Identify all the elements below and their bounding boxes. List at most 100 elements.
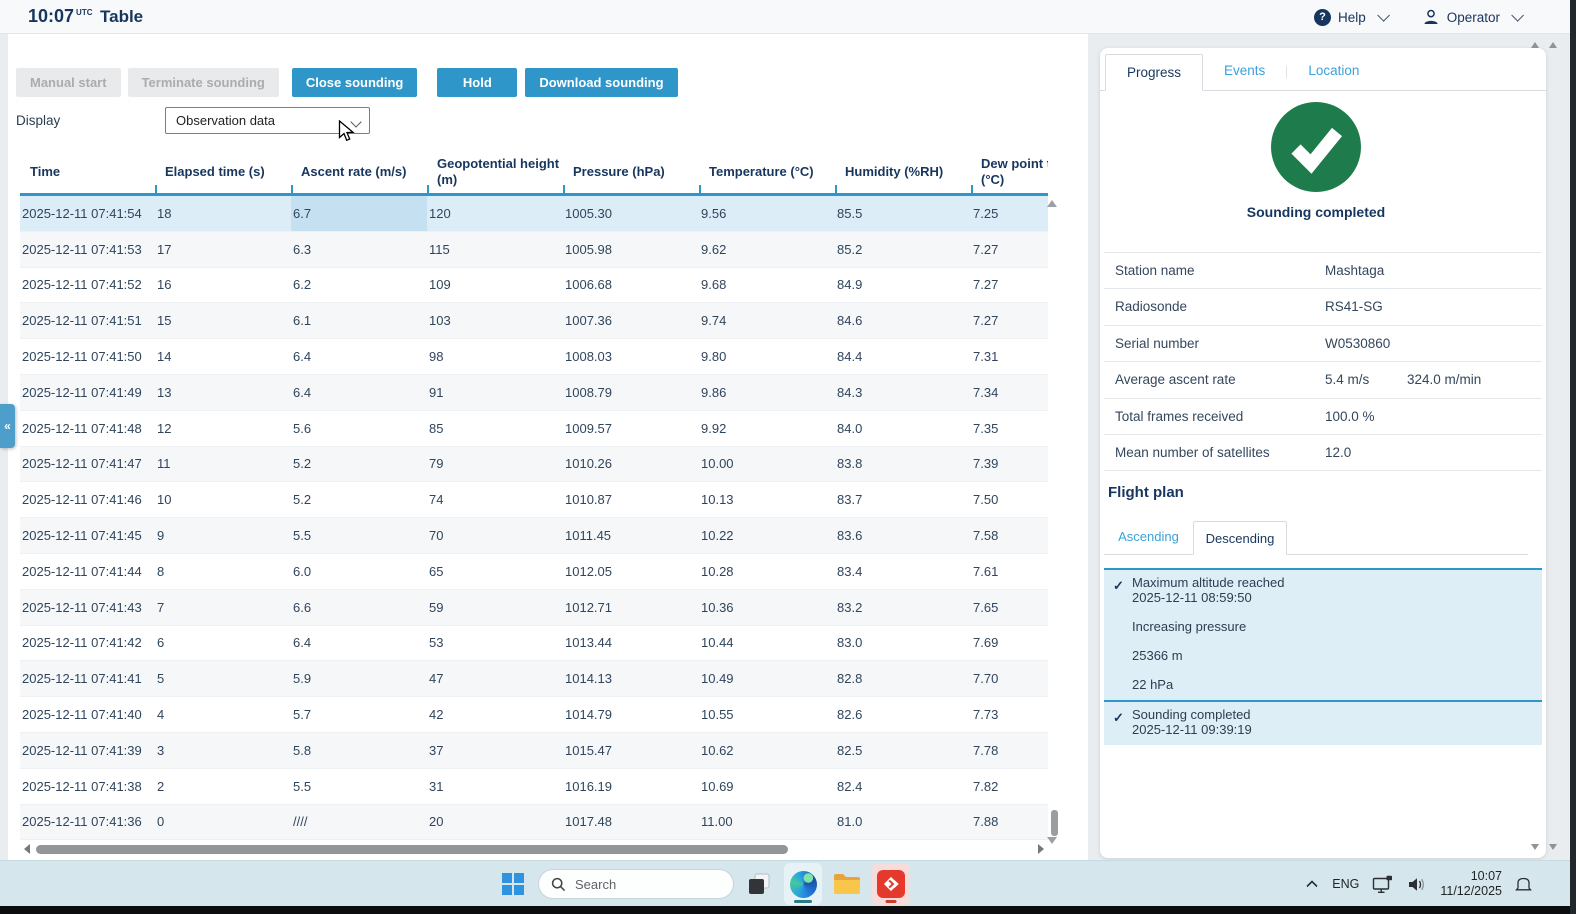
table-cell[interactable]: 10.28 <box>701 563 734 579</box>
table-cell[interactable]: 103 <box>429 313 451 329</box>
table-cell[interactable]: 2025-12-11 07:41:44 <box>22 563 142 579</box>
table-cell[interactable]: 5.2 <box>293 456 312 472</box>
help-menu[interactable]: Help <box>1337 9 1366 25</box>
chevron-down-icon[interactable] <box>1511 8 1524 22</box>
table-row[interactable]: 2025-12-11 07:41:44 8 6.0 65 1012.05 10.28 83.… <box>20 554 1048 590</box>
language-indicator[interactable]: ENG <box>1332 877 1360 891</box>
table-cell[interactable]: 82.4 <box>837 778 863 794</box>
table-cell[interactable]: 16 <box>157 277 172 293</box>
table-cell[interactable]: 83.8 <box>837 456 863 472</box>
table-cell[interactable]: 2025-12-11 07:41:45 <box>22 528 142 544</box>
manual-start-button[interactable]: Manual start <box>16 68 121 97</box>
table-cell[interactable]: 6.7 <box>291 196 427 231</box>
table-cell[interactable]: 6.2 <box>293 277 312 293</box>
table-row[interactable]: 2025-12-11 07:41:51 15 6.1 103 1007.36 9.74 84… <box>20 303 1048 340</box>
table-cell[interactable]: 10.22 <box>701 528 734 544</box>
table-cell[interactable]: 9.56 <box>701 205 727 221</box>
table-cell[interactable]: 7.70 <box>973 671 999 687</box>
table-cell[interactable]: 10.36 <box>701 599 734 615</box>
table-cell[interactable]: 3 <box>157 742 165 758</box>
user-menu[interactable]: Operator <box>1446 9 1500 25</box>
table-cell[interactable]: 14 <box>157 349 172 365</box>
table-cell[interactable]: 6.4 <box>293 349 312 365</box>
table-cell[interactable]: 6.1 <box>293 313 312 329</box>
taskbar-search[interactable]: Search <box>538 869 734 899</box>
table-cell[interactable]: 84.9 <box>837 277 863 293</box>
table-cell[interactable]: 82.6 <box>837 707 863 723</box>
table-cell[interactable]: 1005.98 <box>565 241 612 257</box>
page-scroll-down-arrow[interactable] <box>1549 844 1557 850</box>
table-cell[interactable]: //// <box>293 814 308 830</box>
table-cell[interactable]: 7.69 <box>973 635 999 651</box>
table-cell[interactable]: 4 <box>157 707 165 723</box>
tab-descending[interactable]: Descending <box>1193 521 1287 555</box>
table-cell[interactable]: 1015.47 <box>565 742 612 758</box>
table-cell[interactable]: 5 <box>157 671 165 687</box>
table-cell[interactable]: 2025-12-11 07:41:40 <box>22 707 142 723</box>
table-cell[interactable]: 5.9 <box>293 671 312 687</box>
table-cell[interactable]: 15 <box>157 313 172 329</box>
table-cell[interactable]: 84.4 <box>837 349 863 365</box>
volume-icon[interactable] <box>1407 876 1427 893</box>
table-cell[interactable]: 7.61 <box>973 563 999 579</box>
table-cell[interactable]: 7.27 <box>973 313 999 329</box>
scroll-down-arrow[interactable] <box>1047 837 1057 844</box>
table-row[interactable]: 2025-12-11 07:41:39 3 5.8 37 1015.47 10.62 82.… <box>20 732 1048 769</box>
table-cell[interactable]: 31 <box>429 778 444 794</box>
table-cell[interactable]: 10.62 <box>701 742 734 758</box>
table-cell[interactable]: 7.78 <box>973 742 999 758</box>
chevron-down-icon[interactable] <box>1376 8 1390 22</box>
table-cell[interactable]: 1011.45 <box>565 528 612 544</box>
table-cell[interactable]: 7.39 <box>973 456 999 472</box>
table-cell[interactable]: 7.58 <box>973 528 999 544</box>
table-cell[interactable]: 2025-12-11 07:41:52 <box>22 277 142 293</box>
scroll-right-arrow[interactable] <box>1038 844 1044 854</box>
table-cell[interactable]: 9.80 <box>701 349 727 365</box>
table-cell[interactable]: 70 <box>429 528 444 544</box>
table-cell[interactable]: 10.49 <box>701 671 734 687</box>
table-cell[interactable]: 83.6 <box>837 528 863 544</box>
table-cell[interactable]: 2025-12-11 07:41:46 <box>22 492 142 508</box>
hold-button[interactable]: Hold <box>437 68 518 97</box>
table-cell[interactable]: 9.86 <box>701 384 727 400</box>
table-cell[interactable]: 91 <box>429 384 444 400</box>
table-cell[interactable]: 5.5 <box>293 778 312 794</box>
table-row[interactable]: 2025-12-11 07:41:52 16 6.2 109 1006.68 9.68 84… <box>20 268 1048 304</box>
table-row[interactable]: 2025-12-11 07:41:43 7 6.6 59 1012.71 10.36 83.… <box>20 589 1048 626</box>
table-row[interactable]: 2025-12-11 07:41:41 5 5.9 47 1014.13 10.49 82.… <box>20 661 1048 698</box>
table-cell[interactable]: 8 <box>157 563 165 579</box>
table-cell[interactable]: 10.44 <box>701 635 734 651</box>
display-select[interactable]: Observation data <box>165 107 370 134</box>
table-cell[interactable]: 2025-12-11 07:41:42 <box>22 635 142 651</box>
tab-progress[interactable]: Progress <box>1105 54 1204 91</box>
table-cell[interactable]: 85.2 <box>837 241 863 257</box>
table-cell[interactable]: 17 <box>157 241 172 257</box>
table-cell[interactable]: 10.69 <box>701 778 734 794</box>
table-cell[interactable]: 7 <box>157 599 165 615</box>
sidebar-collapse-handle[interactable]: « <box>0 404 15 448</box>
table-cell[interactable]: 10.55 <box>701 707 734 723</box>
table-row[interactable]: 2025-12-11 07:41:40 4 5.7 42 1014.79 10.55 82.… <box>20 697 1048 733</box>
network-icon[interactable] <box>1372 875 1394 894</box>
table-cell[interactable]: 2025-12-11 07:41:43 <box>22 599 142 615</box>
table-cell[interactable]: 1014.13 <box>565 671 612 687</box>
table-cell[interactable]: 1006.68 <box>565 277 612 293</box>
table-cell[interactable]: 84.3 <box>837 384 863 400</box>
table-cell[interactable]: 11 <box>157 456 171 472</box>
vertical-scrollbar-thumb[interactable] <box>1051 810 1058 836</box>
table-cell[interactable]: 18 <box>157 205 172 221</box>
tab-events[interactable]: Events <box>1224 63 1266 78</box>
table-cell[interactable]: 6.6 <box>293 599 312 615</box>
table-cell[interactable]: 2025-12-11 07:41:38 <box>22 778 142 794</box>
table-cell[interactable]: 1008.03 <box>565 349 612 365</box>
table-cell[interactable]: 0 <box>157 814 165 830</box>
table-cell[interactable]: 7.25 <box>973 205 999 221</box>
table-cell[interactable]: 59 <box>429 599 444 615</box>
table-cell[interactable]: 2025-12-11 07:41:53 <box>22 241 142 257</box>
table-cell[interactable]: 1012.05 <box>565 563 612 579</box>
table-cell[interactable]: 20 <box>429 814 444 830</box>
table-cell[interactable]: 2 <box>157 778 165 794</box>
table-row[interactable]: 2025-12-11 07:41:54 18 6.7 120 1005.30 9.56 85… <box>20 196 1048 232</box>
table-cell[interactable]: 115 <box>429 241 450 257</box>
scroll-left-arrow[interactable] <box>24 844 30 854</box>
